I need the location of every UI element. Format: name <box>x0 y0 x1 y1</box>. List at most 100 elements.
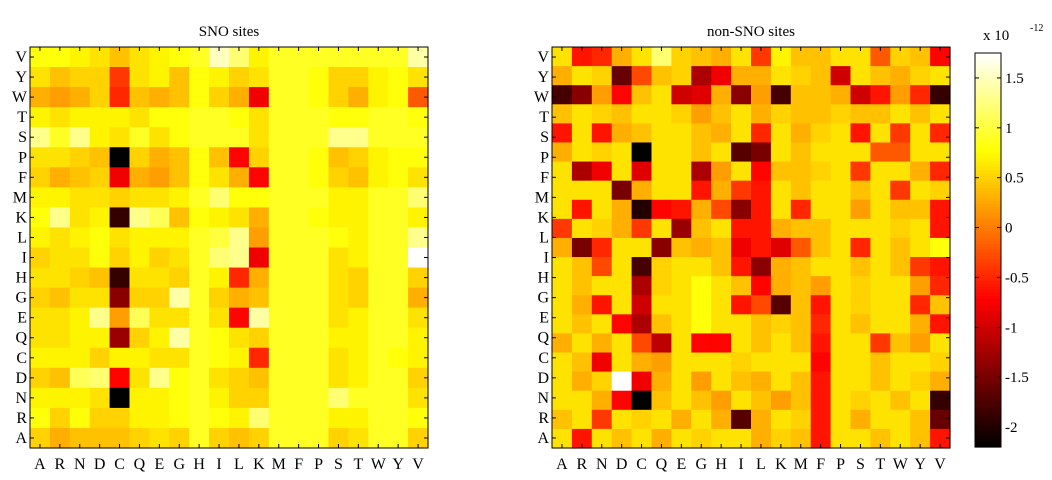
y-tick-label: N <box>537 390 549 407</box>
heatmap-cell <box>890 199 911 220</box>
heatmap-cell <box>651 161 672 182</box>
heatmap-cell <box>268 127 290 148</box>
heatmap-cell <box>930 257 951 277</box>
heatmap-cell <box>109 47 131 68</box>
chart-title: SNO sites <box>199 24 260 40</box>
heatmap-cell <box>810 276 832 296</box>
heatmap-cell <box>631 237 653 258</box>
heatmap-cell <box>248 347 270 369</box>
heatmap-cell <box>591 295 613 315</box>
colorbar-gradient-step <box>975 326 1001 331</box>
heatmap-cell <box>850 218 871 239</box>
heatmap-cell <box>328 287 349 309</box>
colorbar-gradient-step <box>975 126 1001 131</box>
x-tick-label: Y <box>914 456 926 473</box>
heatmap-cell <box>591 371 613 392</box>
heatmap-cell <box>571 428 593 449</box>
heatmap-cell <box>268 87 290 108</box>
heatmap-cell <box>149 107 170 128</box>
heatmap-cell <box>691 371 712 392</box>
heatmap-cell <box>751 199 772 220</box>
y-tick-label: S <box>18 129 27 146</box>
heatmap-cell <box>308 127 330 148</box>
heatmap-cell <box>149 207 170 229</box>
heatmap-cell <box>671 409 692 430</box>
heatmap-cell <box>830 47 852 67</box>
heatmap-cell <box>348 407 369 429</box>
colorbar-gradient-step <box>975 222 1001 226</box>
heatmap-cell <box>711 333 732 354</box>
heatmap-cell <box>229 347 250 369</box>
colorbar-gradient-step <box>975 133 1001 137</box>
colorbar-gradient-step <box>975 80 1001 85</box>
heatmap-cell <box>731 371 752 392</box>
heatmap-cell <box>348 287 369 309</box>
heatmap-cell <box>229 167 250 188</box>
heatmap-cell <box>49 207 71 229</box>
heatmap-cell <box>30 247 51 269</box>
heatmap-cell <box>308 267 330 289</box>
heatmap-cell <box>552 276 573 296</box>
heatmap-cell <box>770 199 792 220</box>
heatmap-cell <box>671 161 692 182</box>
heatmap-cell <box>910 390 931 411</box>
heatmap-cell <box>129 307 150 329</box>
heatmap-cell <box>30 187 51 208</box>
heatmap-cell <box>49 127 71 148</box>
heatmap-cell <box>149 347 170 369</box>
heatmap-cell <box>89 307 111 329</box>
heatmap-cell <box>890 314 911 335</box>
heatmap-cell <box>30 167 51 188</box>
x-tick-label: D <box>616 456 628 473</box>
heatmap-cell <box>149 167 170 188</box>
heatmap-cell <box>711 123 732 144</box>
heatmap-cell <box>408 427 429 449</box>
heatmap-cell <box>770 218 792 239</box>
colorbar-gradient-step <box>975 136 1001 140</box>
heatmap-cell <box>591 352 613 373</box>
heatmap-cell <box>288 327 310 349</box>
heatmap-cell <box>388 247 409 269</box>
heatmap-cell <box>711 314 732 335</box>
heatmap-cell <box>268 327 290 349</box>
heatmap-cell <box>109 427 131 449</box>
heatmap-cell <box>189 167 210 188</box>
x-tick-label: K <box>253 456 265 473</box>
heatmap-cell <box>651 390 672 411</box>
colorbar-gradient-step <box>975 160 1001 165</box>
heatmap-cell <box>30 267 51 289</box>
colorbar-gradient-step <box>975 231 1001 236</box>
heatmap-cell <box>611 352 633 373</box>
heatmap-cell <box>408 87 429 108</box>
colorbar-gradient-step <box>975 293 1001 297</box>
heatmap-cell <box>810 161 832 182</box>
heatmap-cell <box>930 371 951 392</box>
heatmap-cell <box>69 347 91 369</box>
colorbar-gradient-step <box>975 256 1001 260</box>
heatmap-cell <box>169 347 190 369</box>
heatmap-cell <box>348 207 369 229</box>
heatmap-cell <box>810 47 832 67</box>
heatmap-cell <box>910 295 931 315</box>
heatmap-cell <box>731 199 752 220</box>
colorbar-gradient-step <box>975 120 1001 125</box>
colorbar-tick-label: 0 <box>1005 221 1013 237</box>
heatmap-cell <box>348 307 369 329</box>
heatmap-cell <box>129 207 150 229</box>
colorbar-gradient-step <box>975 93 1001 97</box>
heatmap-cell <box>328 47 349 68</box>
heatmap-cell <box>770 428 792 449</box>
heatmap-cell <box>850 333 871 354</box>
heatmap-cell <box>930 276 951 296</box>
heatmap-cell <box>268 407 290 429</box>
heatmap-cell <box>189 407 210 429</box>
heatmap-cell <box>89 207 111 229</box>
heatmap-cell <box>751 66 772 86</box>
heatmap-cell <box>870 85 891 105</box>
heatmap-cell <box>810 428 832 449</box>
heatmap-cell <box>209 247 230 269</box>
heatmap-cell <box>348 187 369 208</box>
colorbar-gradient-step <box>975 117 1001 122</box>
heatmap-cell <box>890 104 911 124</box>
heatmap-cell <box>408 47 429 68</box>
